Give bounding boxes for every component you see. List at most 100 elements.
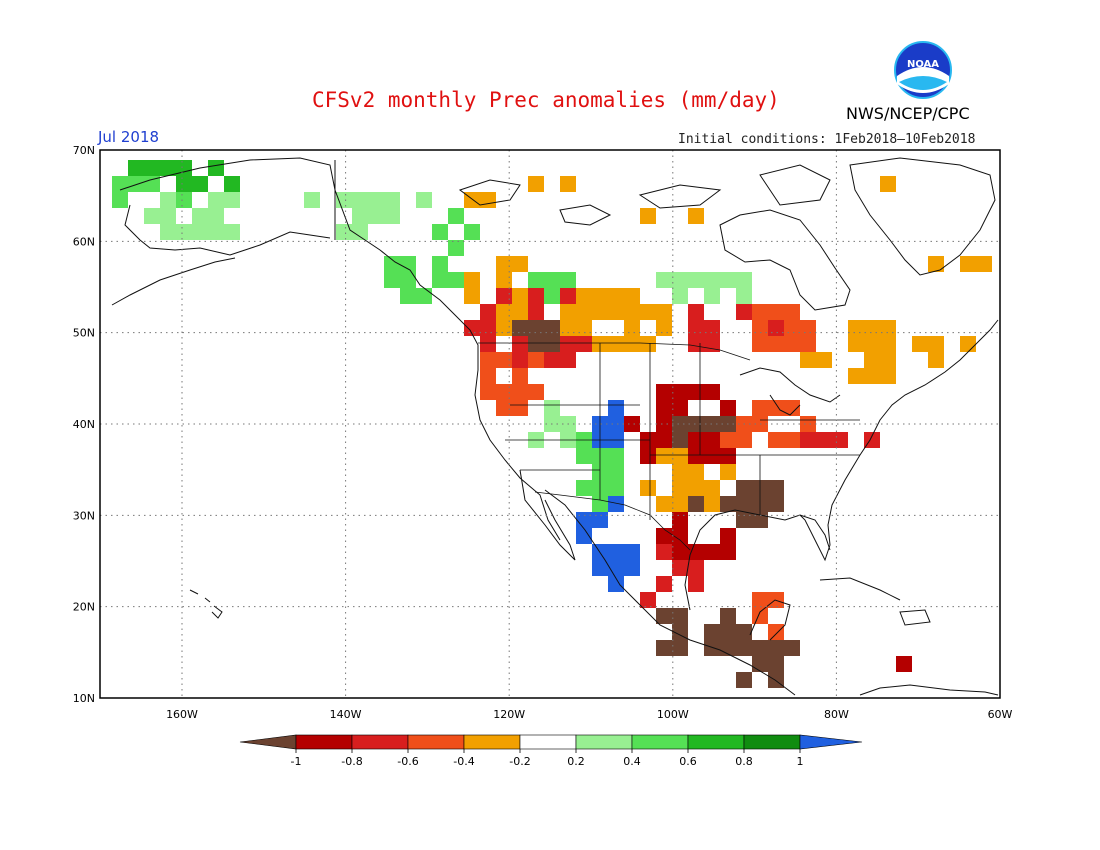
- anomaly-cell: [880, 320, 896, 336]
- anomaly-cell: [736, 624, 752, 640]
- anomaly-cell: [512, 336, 528, 352]
- anomaly-cell: [736, 480, 752, 496]
- anomaly-cell: [384, 256, 400, 272]
- colorbar-label: -0.8: [341, 755, 362, 768]
- anomaly-cell: [736, 672, 752, 688]
- anomaly-cell: [672, 432, 688, 448]
- anomaly-cell: [848, 368, 864, 384]
- anomaly-cell: [928, 352, 944, 368]
- anomaly-cell: [576, 288, 592, 304]
- anomaly-cell: [688, 304, 704, 320]
- anomaly-cell: [736, 432, 752, 448]
- anomaly-cell: [928, 336, 944, 352]
- anomaly-cell: [512, 320, 528, 336]
- anomaly-cell: [560, 272, 576, 288]
- latitude-labels: 70N 60N 50N 40N 30N 20N 10N: [73, 144, 95, 705]
- anomaly-cell: [672, 464, 688, 480]
- anomaly-cell: [368, 208, 384, 224]
- anomaly-cell: [416, 288, 432, 304]
- anomaly-cell: [704, 288, 720, 304]
- anomaly-cell: [592, 512, 608, 528]
- anomaly-cell: [448, 240, 464, 256]
- anomaly-cell: [160, 208, 176, 224]
- anomaly-cell: [704, 544, 720, 560]
- anomaly-cell: [608, 544, 624, 560]
- anomaly-cell: [640, 448, 656, 464]
- anomaly-cell: [800, 336, 816, 352]
- anomaly-cell: [608, 336, 624, 352]
- colorbar-segment: [407, 734, 465, 750]
- anomaly-cell: [640, 480, 656, 496]
- anomaly-cell: [704, 432, 720, 448]
- latitude-label: 20N: [73, 601, 95, 614]
- anomaly-cell: [224, 192, 240, 208]
- anomaly-cell: [704, 496, 720, 512]
- anomaly-cell: [608, 304, 624, 320]
- anomaly-cell: [672, 624, 688, 640]
- anomaly-cell: [768, 400, 784, 416]
- longitude-label: 120W: [493, 708, 525, 721]
- anomaly-cell: [528, 320, 544, 336]
- anomaly-cell: [784, 432, 800, 448]
- anomaly-cell: [656, 320, 672, 336]
- anomaly-cell: [736, 288, 752, 304]
- anomaly-cell: [688, 208, 704, 224]
- anomaly-cell: [752, 608, 768, 624]
- anomaly-cell: [384, 272, 400, 288]
- anomaly-cell: [496, 304, 512, 320]
- anomaly-cell: [304, 192, 320, 208]
- anomaly-cell: [784, 640, 800, 656]
- anomaly-cell: [672, 416, 688, 432]
- anomaly-cell: [672, 640, 688, 656]
- colorbar-segment: [631, 734, 689, 750]
- forecast-period: Jul 2018: [98, 128, 160, 146]
- anomaly-cell: [864, 432, 880, 448]
- anomaly-cell: [688, 384, 704, 400]
- political-borders: [478, 342, 860, 551]
- anomaly-cell: [624, 320, 640, 336]
- anomaly-cell: [608, 464, 624, 480]
- noaa-logo-icon: NOAA: [894, 41, 952, 99]
- colorbar-arrow-high: [799, 734, 863, 750]
- anomaly-cell: [672, 384, 688, 400]
- anomaly-cell: [848, 336, 864, 352]
- anomaly-cell: [160, 160, 176, 176]
- anomaly-cell: [528, 352, 544, 368]
- anomaly-cell: [688, 480, 704, 496]
- anomaly-cell: [496, 320, 512, 336]
- anomaly-cell: [912, 336, 928, 352]
- anomaly-cell: [848, 320, 864, 336]
- colorbar-segment: [519, 734, 577, 750]
- map-frame: [99, 149, 1001, 699]
- latitude-label: 30N: [73, 509, 95, 522]
- anomaly-cell: [688, 560, 704, 576]
- anomaly-cell: [528, 384, 544, 400]
- anomaly-cell: [192, 224, 208, 240]
- colorbar-label: 0.2: [567, 755, 585, 768]
- anomaly-cell: [672, 272, 688, 288]
- anomaly-cell: [576, 512, 592, 528]
- anomaly-cell: [704, 448, 720, 464]
- anomaly-cell: [608, 496, 624, 512]
- anomaly-cell: [528, 336, 544, 352]
- colorbar-segment: [295, 734, 353, 750]
- initial-conditions: Initial conditions: 1Feb2018–10Feb2018: [678, 132, 976, 147]
- anomaly-cell: [752, 336, 768, 352]
- anomaly-cell: [816, 352, 832, 368]
- anomaly-cell: [608, 560, 624, 576]
- anomaly-cell: [480, 320, 496, 336]
- anomaly-cell: [784, 336, 800, 352]
- anomaly-cell: [176, 192, 192, 208]
- anomaly-cell: [624, 336, 640, 352]
- anomaly-cell: [576, 304, 592, 320]
- anomaly-cell: [432, 224, 448, 240]
- anomaly-cell: [496, 272, 512, 288]
- anomaly-cell: [656, 544, 672, 560]
- anomaly-cell: [400, 272, 416, 288]
- anomaly-cell: [688, 432, 704, 448]
- anomaly-cell: [704, 272, 720, 288]
- anomaly-cell: [480, 304, 496, 320]
- anomaly-cell: [768, 656, 784, 672]
- anomaly-cell: [560, 320, 576, 336]
